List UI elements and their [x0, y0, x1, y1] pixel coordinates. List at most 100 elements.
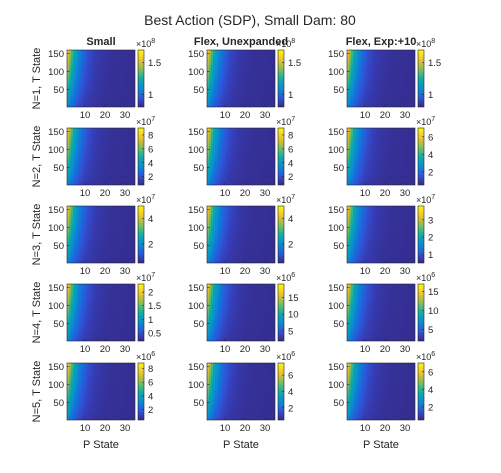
heatmap-cell — [77, 163, 80, 167]
heatmap-cell — [67, 181, 70, 184]
heatmap-cell — [207, 83, 210, 87]
heatmap-cell — [235, 101, 238, 105]
heatmap-cell — [79, 131, 82, 134]
heatmap-cell — [123, 99, 126, 103]
heatmap-cell — [369, 103, 372, 106]
heatmap-cell — [385, 90, 388, 94]
heatmap-cell — [263, 64, 266, 67]
heatmap-cell — [239, 69, 242, 72]
heatmap-cell — [89, 76, 92, 80]
heatmap-cell — [239, 103, 242, 106]
heatmap-cell — [355, 62, 358, 65]
heatmap-cell — [85, 103, 88, 106]
heatmap-cell — [373, 71, 376, 74]
heatmap-cell — [97, 177, 100, 181]
heatmap-cell — [377, 94, 380, 97]
heatmap-cell — [91, 142, 94, 145]
heatmap-cell — [85, 147, 88, 150]
heatmap-cell — [233, 161, 236, 165]
heatmap-cell — [255, 87, 258, 90]
heatmap-cell — [91, 135, 94, 138]
heatmap-cell — [81, 53, 84, 56]
heatmap-cell — [125, 170, 128, 174]
heatmap-cell — [215, 96, 218, 99]
heatmap-cell — [223, 57, 226, 60]
heatmap-cell — [231, 82, 234, 85]
heatmap-cell — [261, 96, 264, 99]
heatmap-cell — [211, 89, 214, 92]
heatmap-cell — [131, 167, 134, 170]
heatmap-cell — [257, 60, 260, 64]
heatmap-cell — [265, 82, 268, 85]
heatmap-cell — [113, 151, 116, 154]
heatmap-cell — [229, 80, 232, 83]
heatmap-cell — [359, 50, 362, 53]
heatmap-cell — [75, 53, 78, 56]
heatmap-cell — [133, 87, 135, 90]
heatmap-cell — [67, 172, 70, 175]
heatmap-cell — [253, 60, 256, 64]
heatmap-cell — [227, 58, 230, 62]
heatmap-cell — [89, 94, 92, 97]
heatmap-cell — [87, 170, 90, 174]
heatmap-cell — [113, 165, 116, 168]
heatmap-cell — [247, 76, 250, 80]
heatmap-cell — [217, 183, 220, 185]
heatmap-cell — [119, 69, 122, 72]
heatmap-cell — [397, 96, 400, 99]
heatmap-cell — [217, 60, 220, 64]
heatmap-cell — [129, 87, 132, 90]
heatmap-cell — [127, 55, 130, 58]
heatmap-cell — [239, 71, 242, 74]
heatmap-cell — [209, 101, 212, 105]
heatmap-cell — [407, 50, 410, 53]
heatmap-cell — [71, 94, 74, 97]
heatmap-cell — [227, 140, 230, 143]
heatmap-cell — [121, 129, 124, 133]
heatmap-cell — [213, 170, 216, 174]
heatmap-cell — [237, 105, 240, 107]
heatmap-cell — [269, 76, 272, 80]
heatmap-cell — [123, 80, 126, 83]
heatmap-cell — [271, 96, 274, 99]
heatmap-cell — [89, 158, 92, 161]
heatmap-cell — [259, 51, 262, 55]
heatmap-cell — [85, 160, 88, 163]
heatmap-cell — [243, 57, 246, 60]
heatmap-cell — [235, 87, 238, 90]
heatmap-cell — [357, 58, 360, 62]
heatmap-cell — [207, 96, 210, 99]
heatmap-cell — [227, 50, 230, 53]
heatmap-cell — [127, 73, 130, 76]
heatmap-cell — [401, 62, 404, 65]
heatmap-cell — [115, 103, 118, 106]
heatmap-cell — [213, 64, 216, 67]
heatmap-cell — [351, 85, 354, 89]
heatmap-cell — [403, 53, 406, 56]
heatmap-cell — [73, 147, 76, 150]
heatmap-cell — [255, 69, 258, 72]
heatmap-cell — [397, 78, 400, 81]
heatmap-cell — [71, 73, 74, 76]
heatmap-cell — [213, 87, 216, 90]
heatmap-cell — [401, 99, 404, 103]
heatmap-cell — [259, 89, 262, 92]
heatmap-cell — [233, 64, 236, 67]
heatmap-cell — [101, 92, 104, 96]
heatmap-cell — [99, 99, 102, 103]
heatmap-cell — [211, 128, 214, 131]
heatmap-cell — [257, 80, 260, 83]
heatmap-cell — [379, 60, 382, 64]
heatmap-cell — [119, 82, 122, 85]
heatmap-cell — [121, 177, 124, 181]
heatmap-cell — [113, 85, 116, 89]
heatmap-cell — [131, 69, 134, 72]
heatmap-cell — [87, 177, 90, 181]
heatmap-cell — [103, 74, 106, 78]
heatmap-cell — [401, 67, 404, 71]
heatmap-cell — [95, 151, 98, 154]
y-tick-label: 50 — [53, 163, 64, 174]
heatmap-cell — [211, 69, 214, 72]
heatmap-cell — [69, 50, 72, 53]
